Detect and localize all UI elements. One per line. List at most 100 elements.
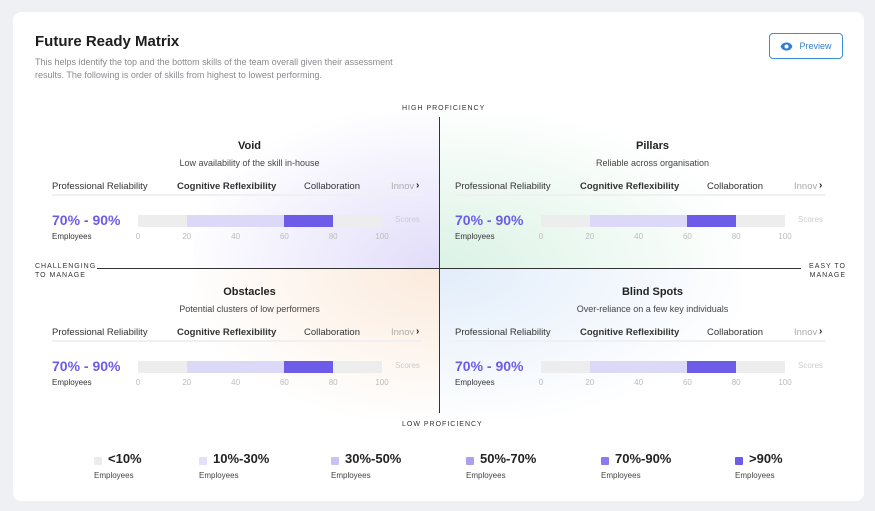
page-description: This helps identify the top and the bott…	[35, 57, 393, 80]
scores-label: Scores	[395, 361, 420, 370]
score-bar	[138, 215, 382, 227]
score-bar-highlight-segment	[284, 361, 334, 373]
legend-caption: Employees	[466, 471, 506, 480]
quadrant-title: Void	[237, 140, 261, 152]
scores-label: Scores	[798, 361, 823, 370]
skill-tabs: Professional Reliability Cognitive Reflex…	[52, 326, 422, 342]
skill-tab[interactable]: Professional Reliability	[455, 181, 551, 192]
score-tick: 80	[328, 378, 338, 387]
skill-tab[interactable]: Collaboration	[707, 327, 763, 338]
chevron-right-icon[interactable]: ›	[416, 180, 420, 191]
chevron-right-icon[interactable]: ›	[819, 326, 823, 337]
score-bar-light-segment	[589, 361, 688, 373]
score-tick: 40	[231, 232, 241, 241]
score-tick: 60	[279, 232, 289, 241]
score-tick: 100	[778, 232, 792, 241]
scores-label: Scores	[798, 215, 823, 224]
score-tick: 40	[634, 232, 644, 241]
skill-tab[interactable]: Innov	[794, 327, 818, 338]
blind-spots-glow	[440, 269, 740, 419]
score-tick: 20	[182, 232, 192, 241]
vertical-axis	[439, 117, 440, 413]
scores-label: Scores	[395, 215, 420, 224]
score-tick: 100	[375, 378, 389, 387]
employee-range: 70% - 90%	[52, 358, 121, 374]
skill-tabs: Professional Reliability Cognitive Reflex…	[455, 326, 825, 342]
skill-tab[interactable]: Cognitive Reflexibility	[177, 181, 276, 194]
score-tick: 100	[375, 232, 389, 241]
score-tick: 40	[231, 378, 241, 387]
score-tick: 60	[682, 232, 692, 241]
skill-tab[interactable]: Innov	[391, 181, 415, 192]
score-tick: 0	[135, 232, 141, 241]
score-bar	[541, 215, 785, 227]
void-glow	[193, 112, 439, 268]
skill-tab[interactable]: Cognitive Reflexibility	[580, 327, 679, 340]
skill-tab[interactable]: Professional Reliability	[455, 327, 551, 338]
legend-caption: Employees	[735, 471, 775, 480]
page-title: Future Ready Matrix	[35, 33, 180, 50]
preview-button[interactable]: Preview	[769, 33, 843, 59]
legend-swatch	[94, 457, 102, 465]
score-tick: 20	[585, 232, 595, 241]
employee-range: 70% - 90%	[52, 212, 121, 228]
legend-label: 30%-50%	[345, 451, 402, 466]
quadrant-subtitle: Reliable across organisation	[595, 158, 710, 168]
quadrant-title: Blind Spots	[621, 286, 684, 298]
skill-tab[interactable]: Innov	[391, 327, 415, 338]
range-caption: Employees	[52, 232, 92, 241]
skill-tabs: Professional Reliability Cognitive Reflex…	[52, 180, 422, 196]
quadrant-title: Obstacles	[223, 286, 276, 298]
range-caption: Employees	[52, 378, 92, 387]
legend-caption: Employees	[199, 471, 239, 480]
horizontal-axis	[97, 268, 801, 269]
skill-tab[interactable]: Innov	[794, 181, 818, 192]
score-tick: 0	[538, 232, 544, 241]
score-tick: 20	[182, 378, 192, 387]
score-tick: 0	[135, 378, 141, 387]
score-tick: 60	[682, 378, 692, 387]
score-tick: 100	[778, 378, 792, 387]
eye-icon	[780, 42, 793, 50]
skill-tab[interactable]: Cognitive Reflexibility	[177, 327, 276, 340]
employee-range: 70% - 90%	[455, 358, 524, 374]
score-bar-highlight-segment	[687, 361, 737, 373]
legend-caption: Employees	[94, 471, 134, 480]
score-bar-highlight-segment	[284, 215, 334, 227]
score-tick: 80	[328, 232, 338, 241]
score-bar-light-segment	[186, 361, 285, 373]
skill-tabs: Professional Reliability Cognitive Reflex…	[455, 180, 825, 196]
score-tick: 80	[731, 232, 741, 241]
skill-tab[interactable]: Professional Reliability	[52, 327, 148, 338]
chevron-right-icon[interactable]: ›	[416, 326, 420, 337]
legend-swatch	[331, 457, 339, 465]
score-bar-light-segment	[589, 215, 688, 227]
legend-label: 10%-30%	[213, 451, 270, 466]
quadrant-title: Pillars	[635, 140, 670, 152]
skill-tab[interactable]: Cognitive Reflexibility	[580, 181, 679, 194]
score-bar	[138, 361, 382, 373]
score-tick: 20	[585, 378, 595, 387]
range-caption: Employees	[455, 232, 495, 241]
skill-tab[interactable]: Professional Reliability	[52, 181, 148, 192]
legend-label: 50%-70%	[480, 451, 537, 466]
chevron-right-icon[interactable]: ›	[819, 180, 823, 191]
legend-label: <10%	[108, 451, 142, 466]
skill-tab[interactable]: Collaboration	[707, 181, 763, 192]
skill-tab[interactable]: Collaboration	[304, 181, 360, 192]
pillars-glow	[440, 112, 740, 268]
legend-caption: Employees	[601, 471, 641, 480]
score-tick: 40	[634, 378, 644, 387]
obstacles-glow	[193, 269, 439, 419]
quadrant-void: Void Low availability of the skill in-ho…	[52, 140, 427, 270]
legend-label: 70%-90%	[615, 451, 672, 466]
legend-swatch	[735, 457, 743, 465]
legend-swatch	[601, 457, 609, 465]
employee-range: 70% - 90%	[455, 212, 524, 228]
score-bar-highlight-segment	[687, 215, 737, 227]
quadrant-subtitle: Over-reliance on a few key individuals	[576, 304, 729, 314]
score-tick: 0	[538, 378, 544, 387]
skill-tab[interactable]: Collaboration	[304, 327, 360, 338]
score-bar	[541, 361, 785, 373]
axis-label-bottom: LOW PROFICIENCY	[402, 421, 483, 428]
